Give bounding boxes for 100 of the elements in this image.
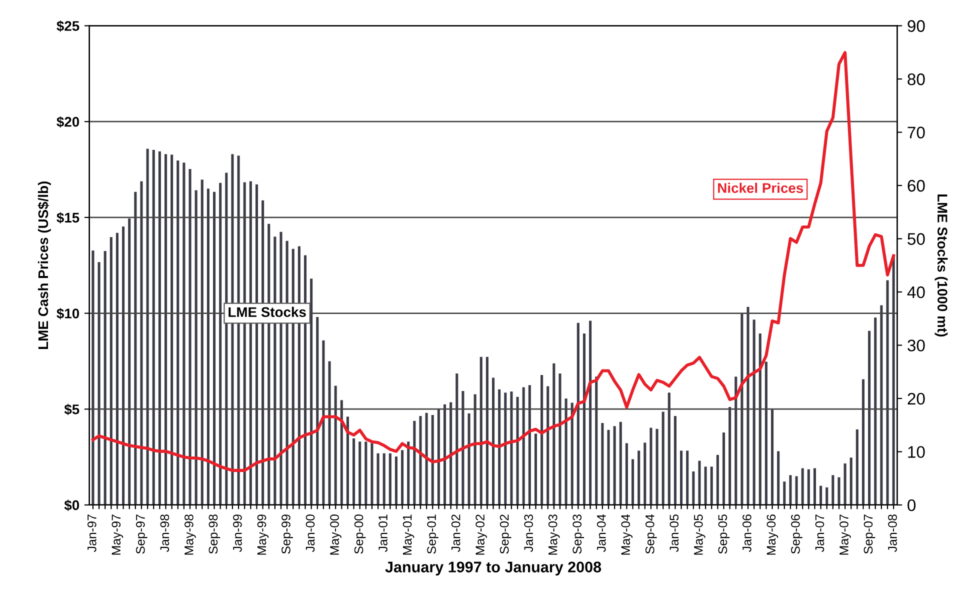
bar (783, 482, 786, 505)
bar (789, 475, 792, 505)
bar (376, 453, 380, 505)
bar (680, 450, 683, 505)
bar (710, 466, 713, 505)
y2-tick-label: 20 (908, 392, 925, 405)
bar (844, 463, 846, 505)
bar (698, 460, 701, 505)
x-tick-label: Sep-03 (572, 514, 584, 554)
bar (346, 416, 349, 505)
x-tick-label: Sep-07 (864, 514, 876, 554)
y2-axis-title: LME Stocks (1000 mt) (934, 194, 948, 336)
bar (692, 471, 695, 505)
bar (388, 453, 392, 505)
x-tick-label: May-01 (402, 514, 414, 555)
bar (777, 451, 780, 505)
x-tick-label: Sep-04 (645, 514, 657, 554)
bar (813, 468, 816, 505)
bar (370, 443, 374, 505)
bar (425, 412, 428, 505)
bar (625, 443, 628, 505)
x-tick-label: May-07 (840, 514, 851, 555)
x-tick-label: Jan-06 (742, 514, 752, 552)
x-tick-label: Jan-04 (596, 514, 606, 552)
y2-tick-label: 60 (908, 180, 925, 192)
series-label: Nickel Prices (718, 182, 804, 193)
bar (704, 466, 707, 505)
x-tick-label: Sep-98 (208, 514, 220, 554)
y2-tick-label: 90 (908, 20, 925, 32)
x-tick-label: May-97 (112, 514, 124, 555)
bar (352, 438, 356, 505)
x-tick-label: Jan-07 (815, 514, 824, 552)
bar (431, 414, 434, 505)
bar (638, 450, 640, 505)
y2-tick-label: 30 (908, 340, 925, 352)
bar (619, 422, 622, 505)
x-tick-label: May-02 (476, 514, 487, 555)
x-axis-title: January 1997 to January 2008 (385, 562, 602, 576)
x-tick-label: Jan-01 (378, 514, 388, 552)
x-tick-label: Jan-99 (233, 514, 242, 552)
bar (358, 442, 362, 505)
x-tick-label: Jan-97 (87, 514, 96, 552)
y2-tick-label: 40 (907, 286, 925, 298)
y2-tick-label: 50 (908, 233, 925, 245)
bar (850, 458, 852, 505)
bar (650, 428, 652, 505)
bar (407, 442, 410, 505)
bar (613, 426, 616, 505)
x-tick-label: May-99 (257, 514, 269, 555)
bar (686, 450, 689, 505)
bar (856, 429, 858, 505)
bar (413, 420, 416, 505)
x-tick-label: Jan-02 (451, 514, 460, 552)
x-tick-label: May-05 (694, 514, 706, 555)
y-tick-label: $5 (64, 404, 80, 416)
bar (674, 416, 676, 505)
bar (820, 486, 822, 505)
bar (716, 454, 719, 505)
x-tick-label: May-00 (330, 514, 342, 555)
x-tick-label: Jan-08 (888, 514, 897, 552)
x-tick-label: Sep-97 (136, 514, 148, 554)
y-tick-label: $10 (56, 308, 80, 320)
x-tick-label: Sep-00 (354, 514, 366, 554)
bar (534, 434, 537, 505)
bar (601, 422, 604, 505)
x-tick-label: Sep-99 (282, 514, 293, 554)
y2-tick-label: 0 (908, 499, 916, 512)
y-tick-label: $20 (56, 116, 80, 128)
y2-tick-label: 80 (908, 73, 925, 86)
bar (832, 475, 834, 505)
x-tick-label: Sep-02 (500, 514, 512, 554)
y-axis-title: LME Cash Prices (US$/lb) (38, 182, 51, 349)
bar (607, 430, 610, 505)
bar (807, 469, 810, 505)
x-tick-label: Sep-06 (791, 514, 802, 554)
bar (801, 468, 804, 505)
x-tick-label: Jan-05 (670, 514, 679, 552)
bar (382, 453, 386, 505)
y-tick-label: $25 (56, 20, 80, 32)
bar (468, 413, 470, 505)
bar (826, 487, 828, 505)
x-tick-label: May-04 (621, 514, 633, 555)
x-tick-label: Jan-03 (524, 514, 534, 552)
bar (631, 459, 634, 505)
bar (838, 477, 840, 505)
x-tick-label: Sep-01 (427, 514, 438, 554)
bar (364, 442, 368, 505)
y2-tick-label: 70 (908, 126, 925, 138)
x-tick-label: May-98 (184, 514, 196, 555)
bar (401, 450, 404, 505)
y-tick-label: $15 (56, 212, 80, 224)
bar (644, 442, 646, 505)
series-label: LME Stocks (228, 306, 306, 318)
x-tick-label: May-06 (766, 514, 778, 555)
x-tick-label: Jan-98 (160, 514, 170, 552)
bar (419, 416, 422, 505)
bar (394, 456, 398, 505)
line-series (91, 51, 896, 472)
y2-tick-label: 10 (908, 446, 925, 458)
bar (656, 428, 658, 505)
